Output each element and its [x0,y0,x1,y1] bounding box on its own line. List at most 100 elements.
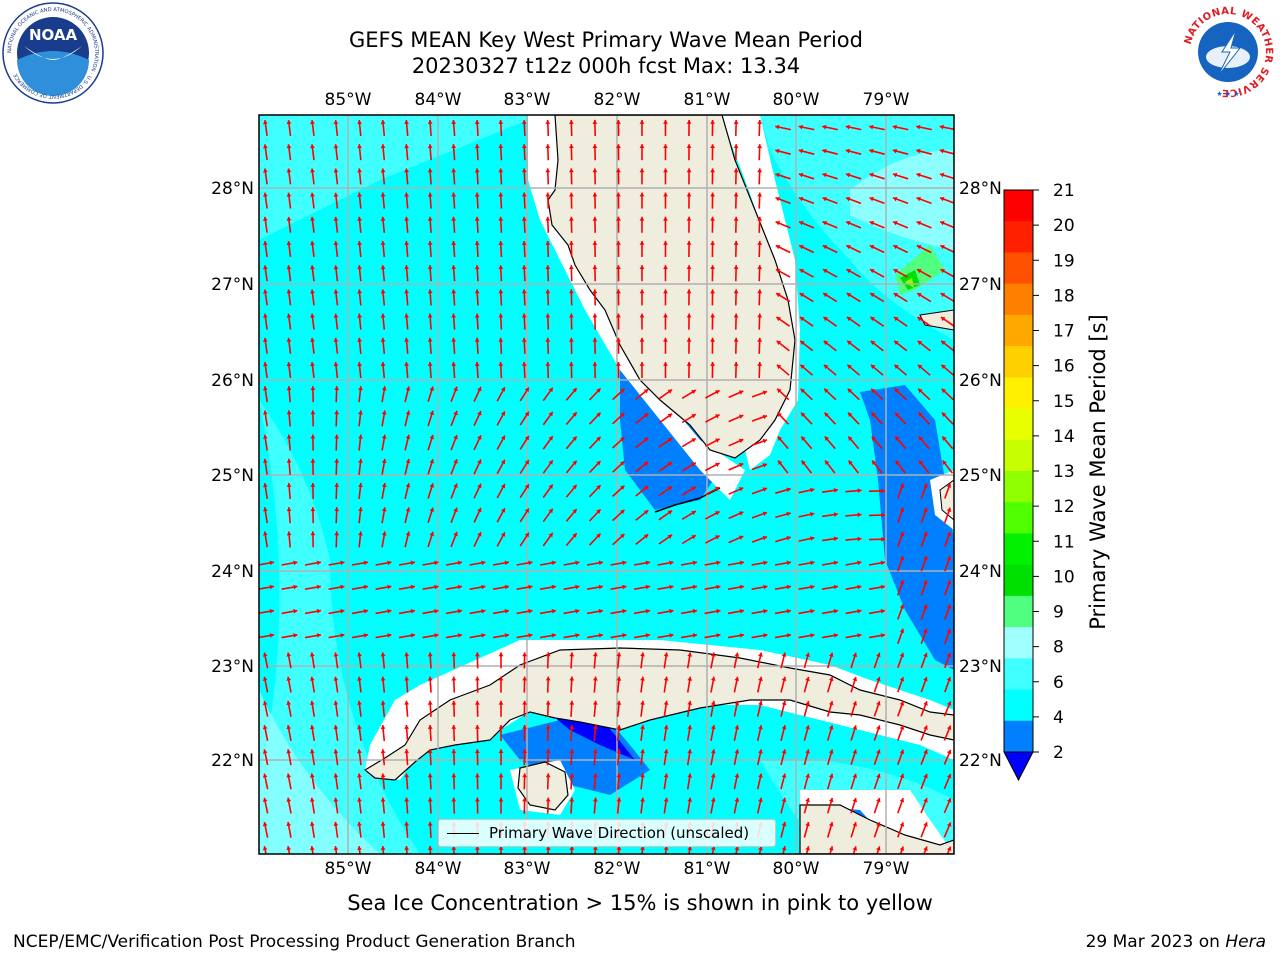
wave-arrow-head [269,560,274,566]
wave-arrow-head [286,483,292,487]
wave-arrow-head [286,749,292,754]
lat-label: 28°N [959,179,1002,199]
colorbar-segment [1004,627,1033,659]
wave-arrow-head [616,192,621,197]
wave-arrow-head [363,560,368,566]
wave-arrow-head [775,172,780,178]
wave-arrow-head [669,608,674,614]
wave-arrow-head [263,386,268,391]
wave-arrow-head [828,773,834,779]
wave-arrow-head [263,289,268,294]
wave-arrow-head [269,584,274,590]
chart-title: GEFS MEAN Key West Primary Wave Mean Per… [349,28,863,52]
wave-arrow-head [892,148,897,154]
wave-arrow-head [524,508,529,513]
wave-arrow-head [639,337,645,342]
wave-arrow-head [333,749,339,754]
colorbar-segment [1004,221,1033,253]
wave-arrow-head [946,822,952,827]
wave-arrow-head [357,846,362,851]
wave-arrow-head [545,337,551,342]
wave-arrow-head [498,773,504,778]
wave-arrow-head [592,846,598,850]
wave-arrow-head [616,652,622,657]
footer-date: 29 Mar 2023 on Hera [1085,932,1266,952]
wave-arrow-head [598,633,603,638]
wave-arrow-head [429,386,435,391]
colorbar-extend-arrow [1003,751,1034,782]
wave-arrow-head [616,362,621,366]
wave-arrow-head [733,362,739,366]
wave-arrow-head [710,725,716,730]
wave-arrow-head [504,608,509,614]
wave-arrow-head [334,410,340,415]
lon-label: 79°W [863,90,910,110]
wave-arrow-head [498,725,504,729]
wave-arrow-head [475,725,480,729]
wave-arrow-head [810,633,815,638]
wave-arrow-head [776,364,782,370]
wave-arrow-head [262,822,268,827]
wave-arrow-head [881,488,885,494]
wave-arrow-head [572,509,577,514]
lon-labels-bottom: 85°W 84°W 83°W 82°W 81°W 80°W 79°W [325,859,910,879]
wave-arrow-head [686,216,692,221]
wave-arrow-head [620,437,625,442]
wave-arrow-head [475,652,480,657]
wave-arrow-head [734,652,740,657]
wave-arrow-head [757,265,763,270]
wave-arrow-head [876,725,881,730]
wave-arrow-head [758,652,763,657]
map-panel [259,115,954,854]
wave-arrow-head [340,584,345,590]
wave-arrow-head [522,652,527,657]
wave-arrow-head [286,144,292,149]
wave-arrow-head [427,749,433,754]
wave-arrow-head [643,413,649,418]
wave-arrow-head [592,725,598,729]
wave-arrow-head [457,608,462,614]
wave-arrow-head [916,220,922,226]
wave-arrow-head [781,749,787,754]
wave-arrow-head [316,560,321,566]
wave-arrow-head [596,461,601,466]
wave-arrow-head [333,313,339,318]
wave-arrow-head [269,608,274,614]
wave-arrow-head [522,676,527,681]
wave-arrow-head [640,846,645,851]
wave-arrow-head [893,317,899,322]
wave-arrow-head [310,120,315,125]
wave-arrow-head [710,773,716,778]
wave-arrow-head [477,459,482,464]
wave-arrow-head [734,773,740,778]
wave-arrow-head [521,120,527,124]
wave-arrow-head [946,846,952,851]
wave-arrow-head [616,313,621,318]
wave-arrow-head [380,265,386,270]
wave-arrow-head [286,797,292,802]
wave-arrow-head [805,725,810,730]
wave-arrow-head [805,822,810,827]
wave-arrow-head [451,241,457,245]
wave-arrow-head [852,773,858,779]
wave-arrow-head [946,628,952,634]
lat-label: 28°N [211,179,254,199]
wave-arrow-head [357,676,362,681]
wave-arrow-head [453,459,458,464]
wave-arrow-head [640,797,645,802]
wave-arrow-head [941,340,946,346]
lat-label: 27°N [959,275,1002,295]
wave-arrow-head [286,458,292,463]
wave-arrow-head [733,192,739,197]
wave-arrow-head [923,652,928,658]
wave-direction-arrows [259,119,954,854]
wave-arrow-head [758,846,763,851]
wave-arrow-head [405,507,411,512]
wave-arrow-head [263,410,268,415]
wave-arrow-head [363,633,368,638]
wave-arrow-head [286,700,292,706]
wave-arrow-head [762,535,767,541]
wave-arrow-head [876,677,881,682]
wave-arrow-head [691,414,696,419]
wave-arrow-head [869,196,874,202]
